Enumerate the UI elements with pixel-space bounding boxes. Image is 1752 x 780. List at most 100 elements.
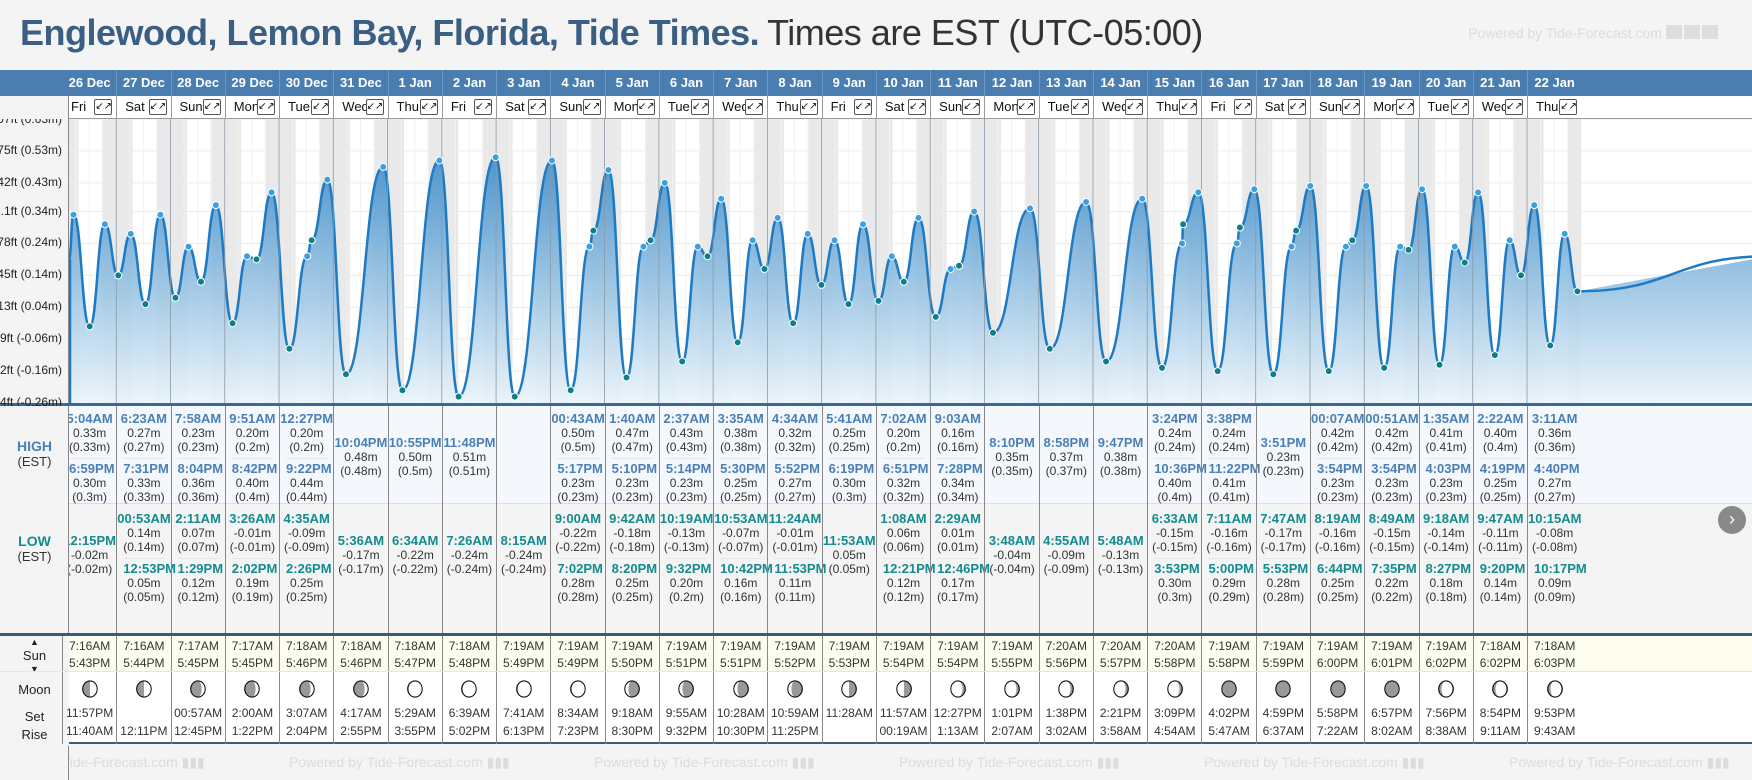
high-tide-point[interactable] bbox=[1250, 185, 1259, 194]
expand-icon[interactable]: ↙↗ bbox=[1505, 99, 1523, 115]
low-tide-point[interactable] bbox=[1573, 287, 1582, 296]
low-tide-point[interactable] bbox=[1235, 223, 1244, 232]
expand-icon[interactable]: ↙↗ bbox=[853, 99, 872, 115]
low-tide-point[interactable] bbox=[1158, 363, 1167, 372]
low-tide-point[interactable] bbox=[1435, 360, 1444, 369]
expand-icon[interactable]: ↙↗ bbox=[528, 99, 547, 115]
low-tide-point[interactable] bbox=[454, 392, 463, 401]
low-tide-point[interactable] bbox=[114, 271, 123, 280]
low-tide-point[interactable] bbox=[1380, 363, 1389, 372]
low-tide-point[interactable] bbox=[989, 328, 998, 337]
high-tide-point[interactable] bbox=[585, 242, 594, 251]
low-tide-point[interactable] bbox=[874, 296, 883, 305]
low-tide-point[interactable] bbox=[1490, 351, 1499, 360]
expand-icon[interactable]: ↙↗ bbox=[1287, 99, 1306, 115]
expand-icon[interactable]: ↙↗ bbox=[202, 99, 221, 115]
high-tide-point[interactable] bbox=[748, 236, 757, 245]
expand-icon[interactable]: ↙↗ bbox=[1016, 99, 1035, 115]
low-tide-point[interactable] bbox=[285, 344, 294, 353]
expand-icon[interactable]: ↙↗ bbox=[1342, 99, 1361, 115]
expand-icon[interactable]: ↙↗ bbox=[257, 99, 276, 115]
expand-icon[interactable]: ↙↗ bbox=[1233, 99, 1252, 115]
high-tide-point[interactable] bbox=[435, 156, 444, 165]
low-tide-point[interactable] bbox=[141, 300, 150, 309]
expand-icon[interactable]: ↙↗ bbox=[1450, 99, 1469, 115]
low-tide-point[interactable] bbox=[733, 338, 742, 347]
high-tide-point[interactable] bbox=[1287, 242, 1296, 251]
low-tide-point[interactable] bbox=[817, 280, 826, 289]
high-tide-point[interactable] bbox=[1418, 185, 1427, 194]
low-tide-point[interactable] bbox=[1324, 367, 1333, 376]
expand-icon[interactable]: ↙↗ bbox=[691, 99, 710, 115]
expand-icon[interactable]: ↙↗ bbox=[419, 99, 438, 115]
low-tide-point[interactable] bbox=[307, 236, 316, 245]
high-tide-point[interactable] bbox=[1026, 204, 1035, 213]
high-tide-point[interactable] bbox=[970, 207, 979, 216]
low-tide-point[interactable] bbox=[789, 319, 798, 328]
expand-icon[interactable]: ↙↗ bbox=[148, 99, 167, 115]
high-tide-point[interactable] bbox=[946, 264, 955, 273]
low-tide-point[interactable] bbox=[398, 386, 407, 395]
low-tide-point[interactable] bbox=[1269, 370, 1278, 379]
low-tide-point[interactable] bbox=[646, 236, 655, 245]
high-tide-point[interactable] bbox=[1082, 197, 1091, 206]
low-tide-point[interactable] bbox=[566, 386, 575, 395]
high-tide-point[interactable] bbox=[639, 242, 648, 251]
low-tide-point[interactable] bbox=[1546, 341, 1555, 350]
expand-icon[interactable]: ↙↗ bbox=[1396, 99, 1415, 115]
high-tide-point[interactable] bbox=[303, 252, 312, 261]
high-tide-point[interactable] bbox=[859, 220, 868, 229]
low-tide-point[interactable] bbox=[760, 264, 769, 273]
tide-chart[interactable] bbox=[69, 119, 1752, 403]
high-tide-point[interactable] bbox=[491, 153, 500, 162]
low-tide-point[interactable] bbox=[197, 277, 206, 286]
low-tide-point[interactable] bbox=[1213, 367, 1222, 376]
low-tide-point[interactable] bbox=[955, 261, 964, 270]
high-tide-point[interactable] bbox=[1560, 229, 1569, 238]
low-tide-point[interactable] bbox=[1404, 245, 1413, 254]
high-tide-point[interactable] bbox=[803, 229, 812, 238]
expand-icon[interactable]: ↙↗ bbox=[311, 99, 330, 115]
high-tide-point[interactable] bbox=[156, 210, 165, 219]
high-tide-point[interactable] bbox=[1396, 242, 1405, 251]
low-tide-point[interactable] bbox=[899, 277, 908, 286]
low-tide-point[interactable] bbox=[678, 357, 687, 366]
low-tide-point[interactable] bbox=[171, 293, 180, 302]
high-tide-point[interactable] bbox=[69, 210, 78, 219]
high-tide-point[interactable] bbox=[243, 252, 252, 261]
low-tide-point[interactable] bbox=[341, 370, 350, 379]
high-tide-point[interactable] bbox=[126, 229, 135, 238]
low-tide-point[interactable] bbox=[589, 226, 598, 235]
high-tide-point[interactable] bbox=[1341, 242, 1350, 251]
low-tide-point[interactable] bbox=[1348, 236, 1357, 245]
high-tide-point[interactable] bbox=[887, 252, 896, 261]
high-tide-point[interactable] bbox=[100, 220, 109, 229]
high-tide-point[interactable] bbox=[184, 242, 193, 251]
high-tide-point[interactable] bbox=[1232, 239, 1241, 248]
low-tide-point[interactable] bbox=[844, 300, 853, 309]
high-tide-point[interactable] bbox=[547, 156, 556, 165]
high-tide-point[interactable] bbox=[323, 175, 332, 184]
high-tide-point[interactable] bbox=[1530, 201, 1539, 210]
high-tide-point[interactable] bbox=[1505, 236, 1514, 245]
expand-icon[interactable]: ↙↗ bbox=[1070, 99, 1089, 115]
high-tide-point[interactable] bbox=[1474, 188, 1483, 197]
high-tide-point[interactable] bbox=[1194, 188, 1203, 197]
expand-icon[interactable]: ↙↗ bbox=[94, 99, 113, 115]
expand-icon[interactable]: ↙↗ bbox=[799, 99, 818, 115]
expand-icon[interactable]: ↙↗ bbox=[962, 99, 981, 115]
low-tide-point[interactable] bbox=[622, 373, 631, 382]
high-tide-point[interactable] bbox=[1306, 182, 1315, 191]
high-tide-point[interactable] bbox=[830, 236, 839, 245]
expand-icon[interactable]: ↙↗ bbox=[1179, 99, 1198, 115]
expand-icon[interactable]: ↙↗ bbox=[1559, 99, 1578, 115]
expand-icon[interactable]: ↙↗ bbox=[582, 99, 601, 115]
high-tide-point[interactable] bbox=[1138, 194, 1147, 203]
high-tide-point[interactable] bbox=[1178, 239, 1187, 248]
high-tide-point[interactable] bbox=[211, 201, 220, 210]
next-page-button[interactable]: › bbox=[1718, 506, 1746, 534]
expand-icon[interactable]: ↙↗ bbox=[474, 99, 493, 115]
expand-icon[interactable]: ↙↗ bbox=[636, 99, 655, 115]
high-tide-point[interactable] bbox=[1362, 182, 1371, 191]
high-tide-point[interactable] bbox=[773, 213, 782, 222]
